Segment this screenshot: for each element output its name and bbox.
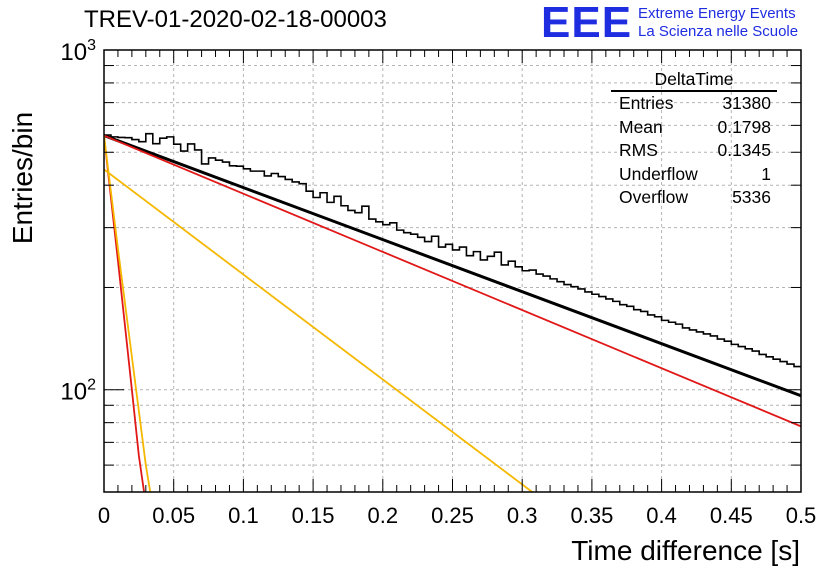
- x-tick-label: 0.1: [228, 503, 259, 528]
- y-tick-label: 102: [60, 377, 96, 406]
- component-curve: [104, 168, 534, 492]
- stats-label: Overflow: [619, 187, 689, 207]
- stats-label: Underflow: [619, 163, 698, 184]
- stats-row: Overflow 5336: [611, 186, 777, 210]
- stats-row: Underflow 1: [611, 163, 777, 187]
- stats-value: 5336: [732, 187, 771, 207]
- stats-row: RMS 0.1345: [611, 139, 777, 163]
- stats-row: Mean 0.1798: [611, 116, 777, 140]
- stats-value: 0.1345: [717, 140, 771, 160]
- histogram-outline: [104, 132, 801, 368]
- logo-line-1: Extreme Energy Events: [638, 5, 796, 22]
- x-axis-label: Time difference [s]: [571, 535, 800, 566]
- x-tick-label: 0.25: [431, 503, 474, 528]
- component-curve: [104, 135, 152, 492]
- stats-label: RMS: [619, 140, 658, 160]
- fit-curve: [104, 134, 801, 398]
- stats-label: Mean: [619, 116, 663, 137]
- stats-value: 31380: [722, 93, 771, 113]
- stats-value: 0.1798: [717, 116, 771, 137]
- x-tick-label: 0.45: [710, 503, 753, 528]
- x-tick-label: 0.4: [646, 503, 677, 528]
- stats-box: DeltaTime Entries 31380 Mean 0.1798 RMS 0.1…: [611, 68, 777, 210]
- component-curve: [104, 135, 145, 492]
- y-tick-label: 103: [60, 37, 96, 66]
- stats-label: Entries: [619, 93, 674, 113]
- x-tick-label: 0.15: [292, 503, 335, 528]
- logo-line-2: La Scienza nelle Scuole: [638, 23, 799, 40]
- eee-logo: EEE: [541, 0, 633, 47]
- x-tick-label: 0.5: [786, 503, 817, 528]
- stats-title: DeltaTime: [611, 68, 777, 92]
- stats-value: 1: [761, 163, 771, 184]
- fit-curves: [104, 134, 801, 492]
- grid-lines: [104, 50, 801, 492]
- x-tick-label: 0.2: [368, 503, 399, 528]
- x-tick-label: 0.3: [507, 503, 538, 528]
- x-tick-label: 0: [98, 503, 110, 528]
- page-title: TREV-01-2020-02-18-00003: [84, 6, 387, 33]
- histogram-series: [104, 132, 801, 368]
- stats-row: Entries 31380: [611, 92, 777, 116]
- x-tick-label: 0.35: [570, 503, 613, 528]
- x-tick-label: 0.05: [152, 503, 195, 528]
- component-curve: [104, 134, 801, 428]
- y-axis-label: Entries/bin: [7, 112, 38, 244]
- axes: 0 0.05 0.1 0.15 0.2 0.25 0.3 0.35 0.4 0.45 0.5 102 1…: [60, 37, 816, 528]
